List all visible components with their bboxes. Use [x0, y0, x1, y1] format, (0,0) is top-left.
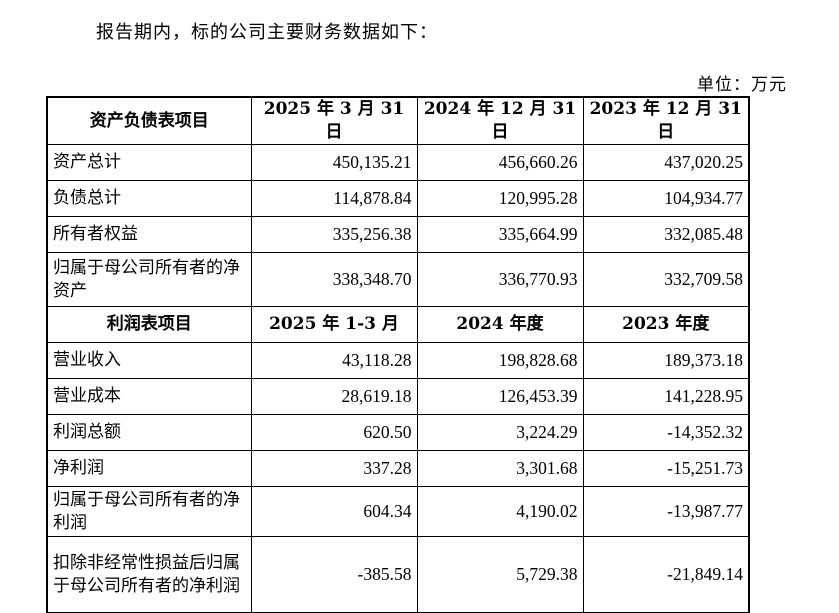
row-label: 所有者权益	[46, 216, 252, 253]
value-cell: 28,619.18	[250, 378, 418, 415]
value-cell: 335,256.38	[250, 216, 418, 253]
value-cell: 141,228.95	[582, 378, 750, 415]
unit-label: 单位：万元	[697, 75, 787, 95]
header-cell: 2023 年度	[582, 306, 750, 343]
row-label: 资产总计	[46, 144, 252, 181]
value-cell: 198,828.68	[416, 342, 584, 379]
value-cell: -13,987.77	[582, 486, 750, 537]
value-cell: -21,849.14	[582, 536, 750, 613]
value-cell: 332,085.48	[582, 216, 750, 253]
table-row: 净利润 337.28 3,301.68 -15,251.73	[46, 450, 750, 487]
value-cell: 332,709.58	[582, 252, 750, 307]
value-cell: 604.34	[250, 486, 418, 537]
value-cell: 43,118.28	[250, 342, 418, 379]
table-row: 资产总计 450,135.21 456,660.26 437,020.25	[46, 144, 750, 181]
value-cell: -385.58	[250, 536, 418, 613]
balance-header-row: 资产负债表项目 2025 年 3 月 31 日 2024 年 12 月 31 日…	[46, 96, 750, 145]
value-cell: 114,878.84	[250, 180, 418, 217]
value-cell: 120,995.28	[416, 180, 584, 217]
financial-data-table: 资产负债表项目 2025 年 3 月 31 日 2024 年 12 月 31 日…	[46, 96, 750, 613]
row-label: 负债总计	[46, 180, 252, 217]
row-label: 利润总额	[46, 414, 252, 451]
value-cell: 4,190.02	[416, 486, 584, 537]
table-row: 归属于母公司所有者的净资产 338,348.70 336,770.93 332,…	[46, 252, 750, 307]
header-cell: 2024 年 12 月 31 日	[416, 96, 584, 145]
value-cell: 338,348.70	[250, 252, 418, 307]
value-cell: 104,934.77	[582, 180, 750, 217]
header-cell: 2024 年度	[416, 306, 584, 343]
header-cell: 资产负债表项目	[46, 96, 252, 145]
value-cell: 450,135.21	[250, 144, 418, 181]
value-cell: 337.28	[250, 450, 418, 487]
value-cell: -14,352.32	[582, 414, 750, 451]
table-row: 营业收入 43,118.28 198,828.68 189,373.18	[46, 342, 750, 379]
value-cell: 3,224.29	[416, 414, 584, 451]
row-label: 净利润	[46, 450, 252, 487]
value-cell: 5,729.38	[416, 536, 584, 613]
table-row: 归属于母公司所有者的净利润 604.34 4,190.02 -13,987.77	[46, 486, 750, 537]
value-cell: 336,770.93	[416, 252, 584, 307]
row-label: 归属于母公司所有者的净利润	[46, 486, 252, 537]
value-cell: -15,251.73	[582, 450, 750, 487]
table-row: 营业成本 28,619.18 126,453.39 141,228.95	[46, 378, 750, 415]
table-row: 负债总计 114,878.84 120,995.28 104,934.77	[46, 180, 750, 217]
income-header-row: 利润表项目 2025 年 1-3 月 2024 年度 2023 年度	[46, 306, 750, 343]
value-cell: 189,373.18	[582, 342, 750, 379]
table-row: 利润总额 620.50 3,224.29 -14,352.32	[46, 414, 750, 451]
header-cell: 2023 年 12 月 31 日	[582, 96, 750, 145]
value-cell: 437,020.25	[582, 144, 750, 181]
row-label: 营业收入	[46, 342, 252, 379]
header-cell: 2025 年 3 月 31 日	[250, 96, 418, 145]
row-label: 营业成本	[46, 378, 252, 415]
row-label: 归属于母公司所有者的净资产	[46, 252, 252, 307]
value-cell: 456,660.26	[416, 144, 584, 181]
value-cell: 335,664.99	[416, 216, 584, 253]
intro-text: 报告期内，标的公司主要财务数据如下：	[96, 22, 438, 43]
value-cell: 126,453.39	[416, 378, 584, 415]
value-cell: 620.50	[250, 414, 418, 451]
header-cell: 2025 年 1-3 月	[250, 306, 418, 343]
value-cell: 3,301.68	[416, 450, 584, 487]
table-row: 扣除非经常性损益后归属于母公司所有者的净利润 -385.58 5,729.38 …	[46, 536, 750, 613]
row-label: 扣除非经常性损益后归属于母公司所有者的净利润	[46, 536, 252, 613]
table-row: 所有者权益 335,256.38 335,664.99 332,085.48	[46, 216, 750, 253]
header-cell: 利润表项目	[46, 306, 252, 343]
